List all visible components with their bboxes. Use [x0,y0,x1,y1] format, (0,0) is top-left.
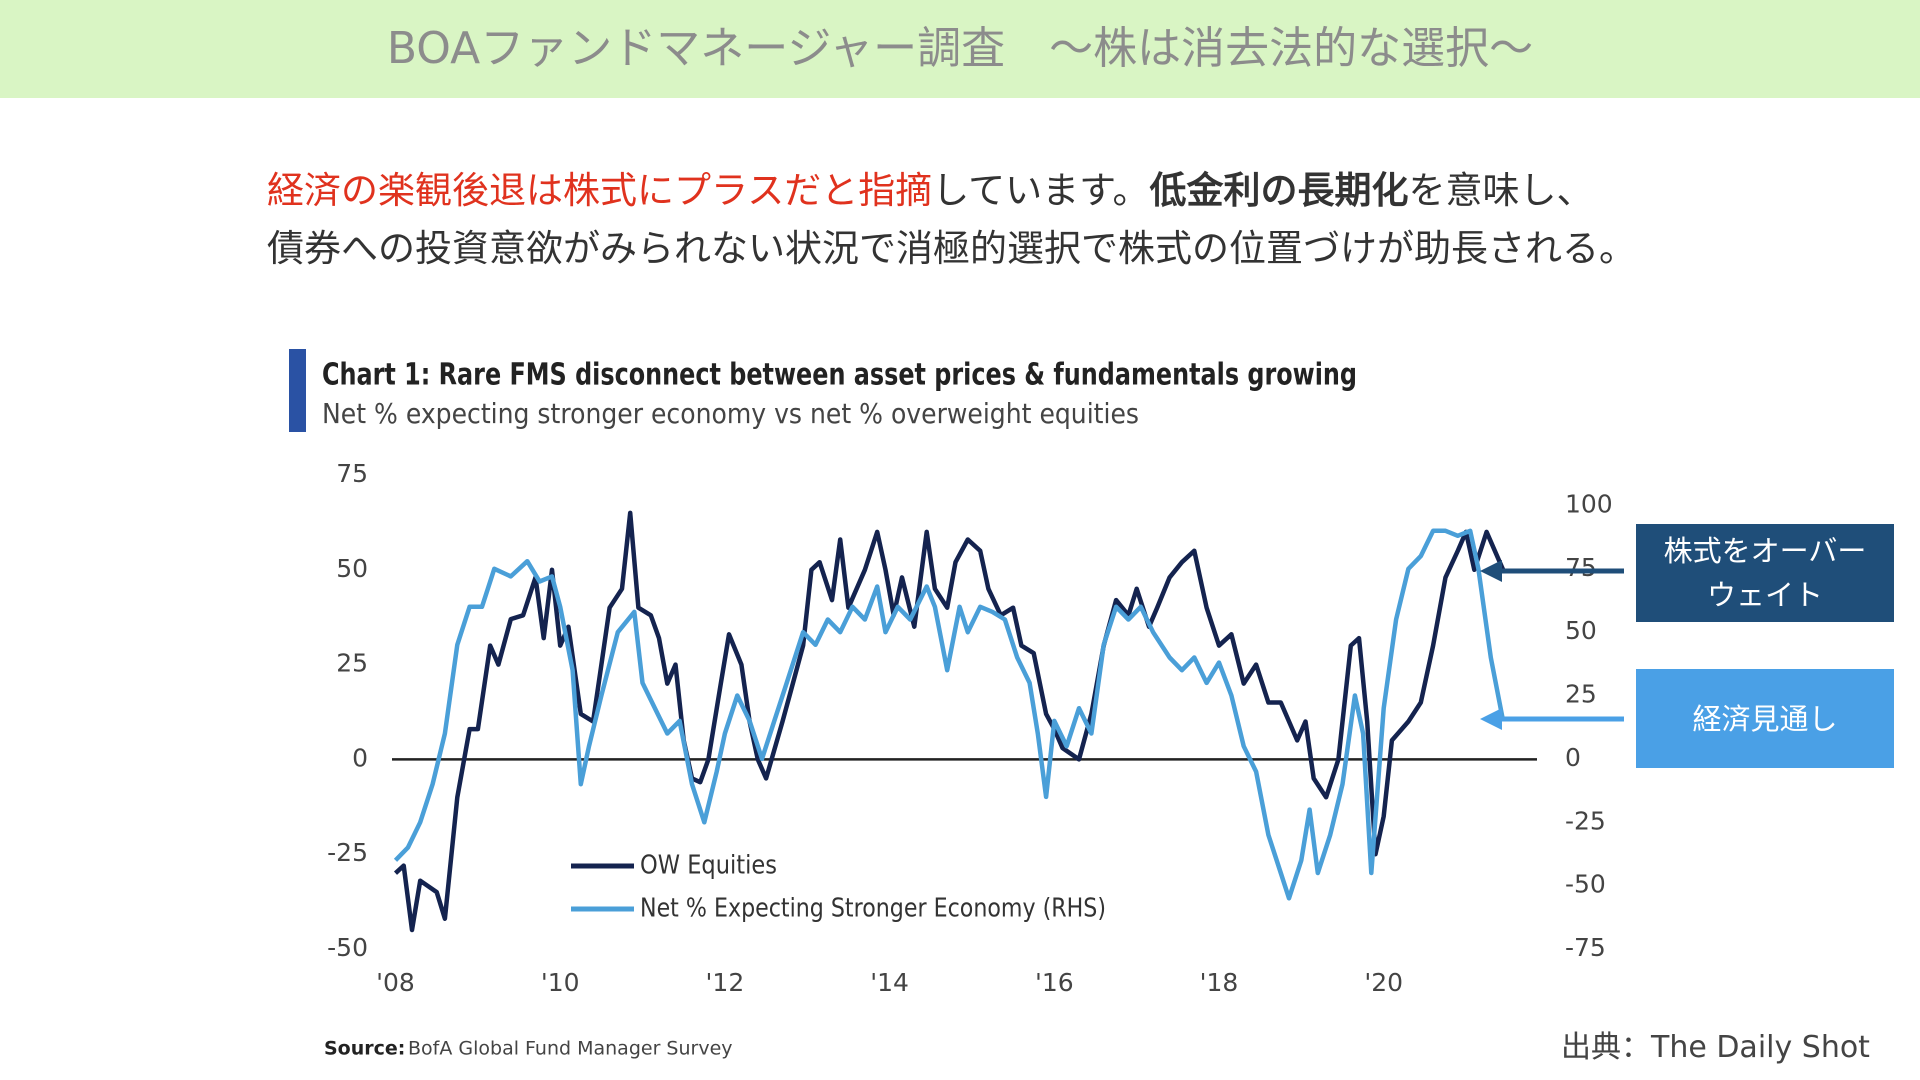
legend-label: OW Equities [640,851,777,881]
x-tick-label: '12 [706,968,745,997]
y2-tick-label: 50 [1565,616,1597,645]
y-tick-label: -50 [327,933,368,962]
chart-title: Chart 1: Rare FMS disconnect between ass… [322,358,1357,393]
y-tick-label: 50 [336,554,368,583]
y2-tick-label: -75 [1565,933,1606,962]
body-line: 経済の楽観後退は株式にプラスだと指摘しています。低金利の長期化を意味し、 [267,162,1636,220]
body-segment: 経済の楽観後退は株式にプラスだと指摘 [267,169,933,212]
annotation-box: 経済見通し [1636,669,1894,768]
x-tick-label: '20 [1364,968,1403,997]
annotation-box: 株式をオーバーウェイト [1636,524,1894,622]
y-tick-label: 75 [336,459,368,488]
y2-tick-label: 25 [1565,680,1597,709]
x-tick-label: '18 [1200,968,1239,997]
annotation-arrowhead [1480,708,1502,730]
source-text: BofA Global Fund Manager Survey [408,1038,733,1060]
annotation-arrowhead [1480,560,1502,582]
body-text: 経済の楽観後退は株式にプラスだと指摘しています。低金利の長期化を意味し、債券への… [267,162,1636,278]
body-line: 債券への投資意欲がみられない状況で消極的選択で株式の位置づけが助長される。 [267,220,1636,278]
body-segment: しています。 [932,169,1150,212]
legend-label: Net % Expecting Stronger Economy (RHS) [640,894,1106,924]
x-tick-label: '08 [376,968,415,997]
series-line [393,510,1506,933]
y2-tick-label: 100 [1565,489,1613,518]
y-tick-label: -25 [327,838,368,867]
source-label: Source: [324,1038,405,1060]
y2-tick-label: 75 [1565,553,1597,582]
body-segment: 債券への投資意欲がみられない状況で消極的選択で株式の位置づけが助長される。 [267,227,1636,270]
credit: 出典：The Daily Shot [1561,1030,1870,1065]
x-tick-label: '16 [1035,968,1074,997]
title-accent [289,349,306,432]
body-segment: を意味し、 [1408,169,1594,212]
chart-subtitle: Net % expecting stronger economy vs net … [322,397,1139,430]
body-segment: 低金利の長期化 [1149,169,1409,212]
y2-tick-label: 0 [1565,743,1581,772]
y-tick-label: 25 [336,649,368,678]
series-line [393,528,1506,901]
y-tick-label: 0 [352,743,368,772]
slide-title: BOAファンドマネージャー調査 ～株は消去法的な選択～ [0,0,1920,98]
x-tick-label: '14 [870,968,909,997]
x-tick-label: '10 [541,968,580,997]
y2-tick-label: -25 [1565,806,1606,835]
y2-tick-label: -50 [1565,870,1606,899]
